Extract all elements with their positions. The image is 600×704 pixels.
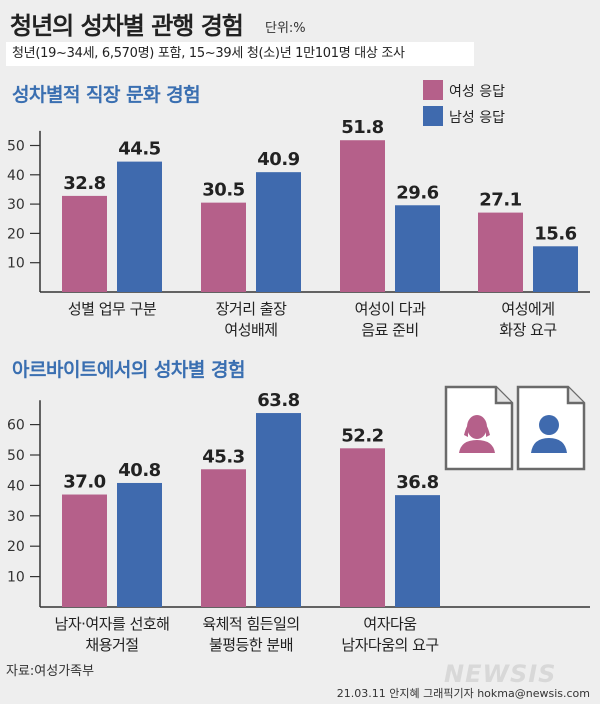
- data-label: 27.1: [479, 190, 521, 211]
- data-label: 37.0: [63, 472, 105, 493]
- unit-label: 단위:%: [265, 21, 306, 36]
- legend-swatch-female: [423, 80, 443, 100]
- y-tick-label: 50: [7, 448, 25, 464]
- data-label: 45.3: [202, 446, 244, 467]
- bar-male: [117, 482, 162, 607]
- data-label: 51.8: [341, 117, 383, 138]
- legend-swatch-male: [423, 106, 443, 126]
- chart-workplace: 10 20 30 40 50 32.8 44.5 성별 업무 구분 30.5 40.9 장거리 출장…: [7, 117, 590, 339]
- female-document-icon: [444, 385, 514, 471]
- legend-label-male: 남성 응답: [449, 110, 505, 126]
- credit-line: 21.03.11 안지혜 그래픽기자 hokma@newsis.com: [336, 687, 590, 700]
- bar-female: [201, 202, 246, 292]
- survey-subtitle: 청년(19~34세, 6,570명) 포함, 15~39세 청(소)년 1만10…: [6, 42, 474, 66]
- y-tick-label: 30: [7, 509, 25, 525]
- bar-male: [395, 495, 440, 607]
- y-tick-label: 40: [7, 168, 25, 184]
- category-label: 육체적 힘든일의: [202, 615, 299, 633]
- y-tick-label: 20: [7, 226, 25, 242]
- data-label: 30.5: [202, 180, 244, 201]
- newsis-watermark: NEWSIS: [444, 660, 557, 688]
- y-tick-label: 20: [7, 539, 25, 555]
- category-label: 성별 업무 구분: [68, 300, 157, 318]
- category-label: 남자다움의 요구: [341, 636, 438, 654]
- data-label: 32.8: [63, 173, 105, 194]
- category-label: 여성에게: [501, 300, 554, 318]
- y-tick-label: 10: [7, 256, 25, 272]
- data-label: 15.6: [534, 223, 576, 244]
- y-tick-label: 50: [7, 139, 25, 155]
- category-label: 음료 준비: [361, 321, 418, 339]
- y-tick-label: 10: [7, 570, 25, 586]
- bar-female: [340, 140, 385, 292]
- category-label: 화장 요구: [499, 321, 556, 339]
- bar-male: [256, 172, 301, 292]
- y-tick-label: 60: [7, 418, 25, 434]
- category-label: 여성배제: [224, 321, 277, 339]
- chart2-title: 아르바이트에서의 성차별 경험: [12, 359, 245, 381]
- source-note: 자료:여성가족부: [6, 664, 95, 679]
- bar-male: [533, 246, 578, 292]
- category-label: 남자·여자를 선호해: [55, 615, 170, 633]
- data-label: 44.5: [118, 139, 160, 160]
- data-label: 40.9: [257, 149, 299, 170]
- bar-female: [340, 448, 385, 607]
- bar-female: [62, 195, 107, 292]
- data-label: 29.6: [396, 182, 438, 203]
- category-label: 여자다움: [363, 615, 416, 633]
- bar-male: [117, 161, 162, 292]
- bar-female: [201, 469, 246, 607]
- bar-female: [478, 212, 523, 292]
- header: 청년의 성차별 관행 경험 단위:%: [10, 6, 590, 40]
- category-label: 불평등한 분배: [209, 636, 293, 654]
- data-label: 63.8: [257, 390, 299, 411]
- legend-label-female: 여성 응답: [449, 84, 505, 100]
- category-label: 장거리 출장: [216, 300, 287, 318]
- bar-female: [62, 494, 107, 607]
- category-label: 채용거절: [85, 636, 138, 654]
- data-label: 52.2: [341, 425, 383, 446]
- page-title: 청년의 성차별 관행 경험: [10, 12, 244, 40]
- y-tick-label: 30: [7, 197, 25, 213]
- data-label: 36.8: [396, 472, 438, 493]
- male-document-icon: [516, 385, 586, 471]
- bar-male: [395, 205, 440, 292]
- category-label: 여성이 다과: [355, 300, 426, 318]
- chart1-title: 성차별적 직장 문화 경험: [12, 84, 201, 106]
- data-label: 40.8: [118, 460, 160, 481]
- bar-male: [256, 413, 301, 607]
- y-tick-label: 40: [7, 478, 25, 494]
